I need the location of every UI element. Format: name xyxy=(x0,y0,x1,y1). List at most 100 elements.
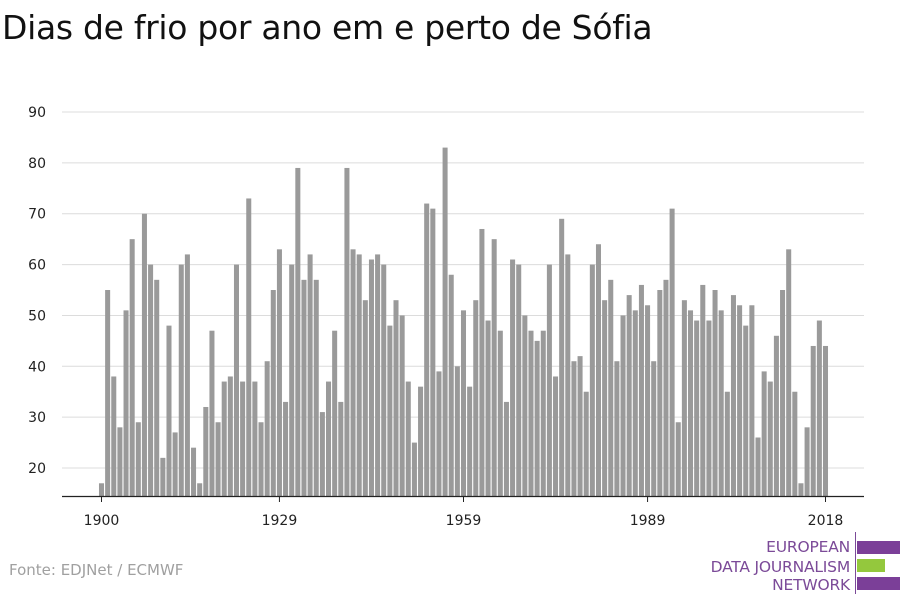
bar-1972 xyxy=(540,330,546,496)
bar-1980 xyxy=(589,264,595,496)
bar-1997 xyxy=(694,320,700,496)
bar-1910 xyxy=(160,457,166,496)
bar-1960 xyxy=(467,386,473,496)
bar-1901 xyxy=(105,290,111,496)
bar-1949 xyxy=(399,315,405,496)
bar-1967 xyxy=(510,259,516,496)
bar-1965 xyxy=(497,330,503,496)
bar-1918 xyxy=(209,330,215,496)
bar-1919 xyxy=(215,422,221,496)
bar-1913 xyxy=(178,264,184,496)
bar-1908 xyxy=(148,264,154,496)
x-tick-label-1989: 1989 xyxy=(630,513,666,529)
bar-1922 xyxy=(233,264,239,496)
bar-1929 xyxy=(276,249,282,496)
y-tick-label-90: 90 xyxy=(28,105,46,121)
bar-1911 xyxy=(166,325,172,496)
bar-1948 xyxy=(393,300,399,496)
bar-2018 xyxy=(822,345,829,496)
bar-1973 xyxy=(546,264,552,496)
bar-1904 xyxy=(123,310,129,496)
bar-2002 xyxy=(724,391,730,496)
bar-1914 xyxy=(184,254,190,496)
bar-1954 xyxy=(430,208,436,496)
bar-1953 xyxy=(424,203,430,497)
bar-1921 xyxy=(227,376,233,496)
bar-1966 xyxy=(503,401,509,496)
bar-1956 xyxy=(442,147,448,496)
bar-1928 xyxy=(270,290,276,496)
bar-1982 xyxy=(602,300,608,496)
source-note: Fonte: EDJNet / ECMWF xyxy=(9,561,184,579)
bar-2000 xyxy=(712,290,718,496)
bar-1945 xyxy=(375,254,381,496)
logo-bar-bottom xyxy=(857,577,900,590)
x-tick-label-1959: 1959 xyxy=(446,513,482,529)
bar-1946 xyxy=(381,264,387,496)
bar-2010 xyxy=(773,335,779,496)
bar-1924 xyxy=(246,198,252,496)
bar-1950 xyxy=(405,381,411,496)
bar-1926 xyxy=(258,422,264,496)
y-tick-label-80: 80 xyxy=(28,156,46,172)
bar-1920 xyxy=(221,381,227,496)
bar-1934 xyxy=(307,254,313,496)
bar-1930 xyxy=(283,401,289,496)
bar-1906 xyxy=(135,422,141,496)
bar-1971 xyxy=(534,340,540,496)
bar-1944 xyxy=(368,259,374,496)
bar-1995 xyxy=(681,300,687,496)
bars xyxy=(98,147,829,497)
bar-1905 xyxy=(129,239,135,496)
y-tick-label-70: 70 xyxy=(28,207,46,223)
bar-1999 xyxy=(706,320,712,496)
bar-1964 xyxy=(491,239,497,496)
logo-line-data-journalism: DATA JOURNALISM xyxy=(710,558,851,576)
bar-2012 xyxy=(786,249,792,496)
x-tick-label-2018: 2018 xyxy=(808,513,844,529)
bar-2003 xyxy=(730,295,736,496)
y-tick-label-20: 20 xyxy=(28,461,46,477)
bar-2007 xyxy=(755,437,761,496)
bar-1937 xyxy=(326,381,332,496)
bar-1942 xyxy=(356,254,362,496)
logo-line-network: NETWORK xyxy=(772,576,850,594)
bar-2001 xyxy=(718,310,724,496)
bar-1931 xyxy=(289,264,295,496)
bar-1916 xyxy=(197,483,203,496)
bar-2017 xyxy=(816,320,822,496)
logo-bar-top xyxy=(857,541,900,554)
bar-1951 xyxy=(411,442,417,496)
logo-bar-middle xyxy=(857,559,885,572)
x-tick-label-1900: 1900 xyxy=(84,513,120,529)
bar-1961 xyxy=(473,300,479,496)
bar-1923 xyxy=(240,381,246,496)
bar-2011 xyxy=(780,290,786,496)
bar-1958 xyxy=(454,366,460,496)
bar-1915 xyxy=(191,447,197,496)
y-axis-labels: 20 30 40 50 60 70 80 90 xyxy=(28,105,46,477)
bar-1990 xyxy=(651,361,657,496)
bar-1900 xyxy=(98,483,105,496)
bar-1987 xyxy=(632,310,638,496)
bar-1989 xyxy=(645,305,651,496)
bar-1991 xyxy=(657,290,663,496)
x-tick-label-1929: 1929 xyxy=(262,513,298,529)
bar-2009 xyxy=(767,381,773,496)
y-tick-label-50: 50 xyxy=(28,308,46,324)
bar-1909 xyxy=(154,279,160,496)
bar-1957 xyxy=(448,274,454,496)
bar-2008 xyxy=(761,371,767,496)
edjnet-logo: EUROPEAN DATA JOURNALISM NETWORK xyxy=(700,532,900,596)
bar-1986 xyxy=(626,295,632,496)
bar-1947 xyxy=(387,325,393,496)
bar-2004 xyxy=(737,305,743,496)
bar-1962 xyxy=(479,228,485,497)
bar-1902 xyxy=(111,376,117,496)
logo-divider xyxy=(855,532,856,594)
bar-1955 xyxy=(436,371,442,496)
bar-2014 xyxy=(798,483,804,496)
bar-1976 xyxy=(565,254,571,496)
bar-1981 xyxy=(595,244,601,496)
